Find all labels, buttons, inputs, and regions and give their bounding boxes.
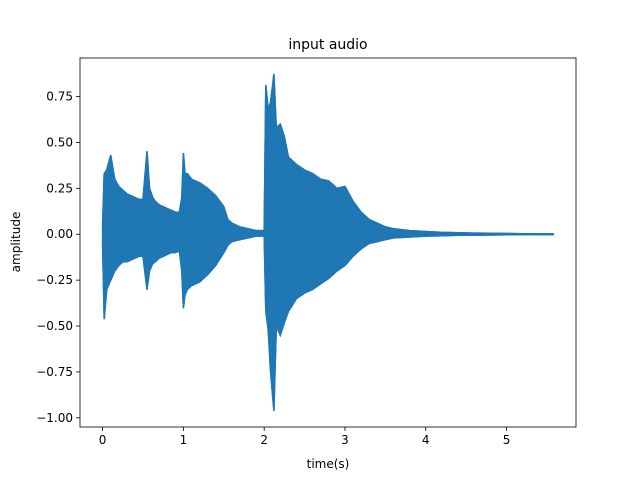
- x-tick-label: 3: [341, 433, 349, 447]
- y-tick-label: 0.00: [46, 227, 73, 241]
- y-tick-label: −0.25: [36, 273, 73, 287]
- plot-area: [101, 73, 555, 412]
- y-tick-label: 0.75: [46, 90, 73, 104]
- y-tick-label: 0.25: [46, 181, 73, 195]
- x-tick-label: 0: [99, 433, 107, 447]
- x-axis-ticks: 0 1 2 3 4 5: [99, 427, 511, 447]
- y-tick-label: −0.75: [36, 365, 73, 379]
- x-axis-label: time(s): [307, 457, 350, 471]
- y-tick-label: −1.00: [36, 411, 73, 425]
- x-tick-label: 4: [422, 433, 430, 447]
- y-axis-ticks: −1.00 −0.75 −0.50 −0.25 0.00 0.25 0.50 0.75: [36, 90, 80, 425]
- waveform-lower-line: [101, 233, 554, 411]
- axes-frame: [79, 57, 577, 428]
- waveform-upper-line: [101, 74, 554, 235]
- y-tick-label: 0.50: [46, 135, 73, 149]
- y-axis-label: amplitude: [9, 212, 23, 273]
- x-tick-label: 5: [503, 433, 511, 447]
- x-tick-label: 2: [260, 433, 268, 447]
- x-tick-label: 1: [180, 433, 188, 447]
- chart-title: input audio: [288, 37, 367, 53]
- y-tick-label: −0.50: [36, 319, 73, 333]
